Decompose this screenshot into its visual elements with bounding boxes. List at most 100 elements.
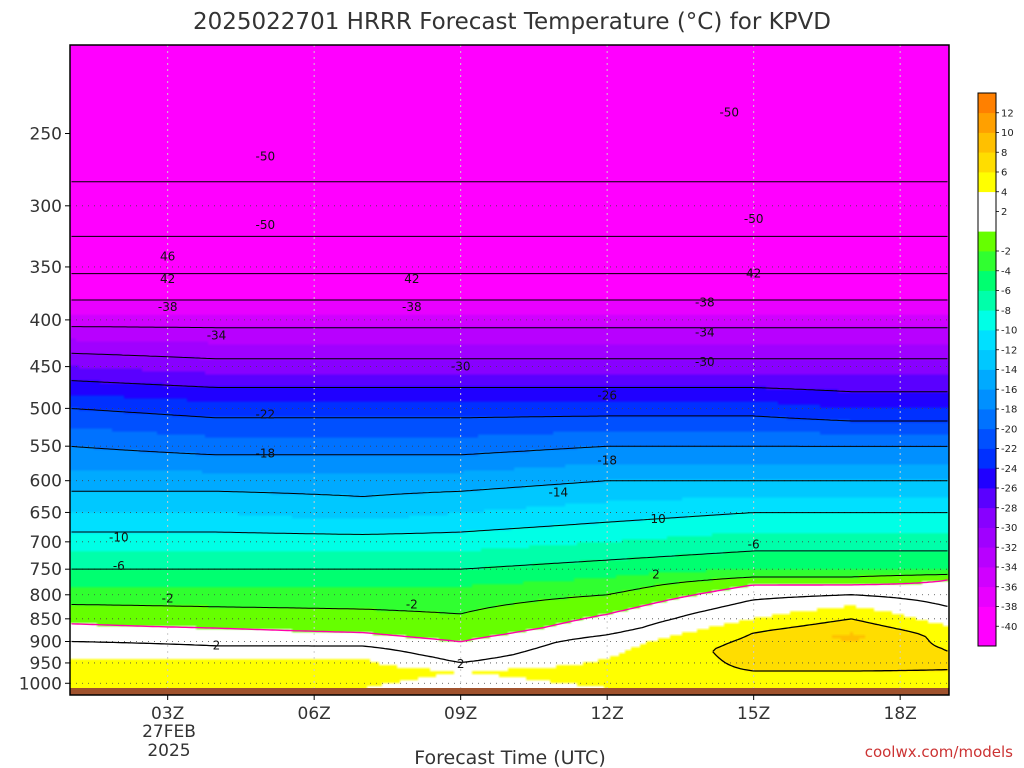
contour-label: -38 xyxy=(402,300,422,314)
y-tick-label: 500 xyxy=(30,399,62,419)
contour-label: -50 xyxy=(256,218,276,232)
contour-label: -50 xyxy=(719,105,739,119)
x-tick-label: 09Z xyxy=(444,704,477,724)
y-tick-label: 950 xyxy=(30,654,62,674)
temperature-fill-field xyxy=(70,45,949,695)
contour-layer xyxy=(71,181,948,672)
colorbar-label: -12 xyxy=(1001,345,1017,356)
colorbar-swatch xyxy=(978,172,996,193)
contour-label-text: -2 xyxy=(406,598,418,612)
contour-label-text: -26 xyxy=(597,388,617,402)
contour-line-minus2 xyxy=(71,573,948,615)
colorbar-label: -14 xyxy=(1001,365,1017,376)
plot-frame xyxy=(69,44,950,696)
colorbar-label: -16 xyxy=(1001,385,1017,396)
contour-label-text: -22 xyxy=(256,408,276,422)
y-tick-label: 400 xyxy=(30,311,62,331)
contour-label-text: -38 xyxy=(695,296,715,310)
contour-label: 42 xyxy=(746,267,761,281)
y-tick-label: 1000 xyxy=(19,674,62,694)
zero-isotherm-line xyxy=(71,579,948,643)
colorbar-swatch xyxy=(978,626,996,647)
colorbar-label: -18 xyxy=(1001,405,1017,416)
contour-label: -14 xyxy=(549,485,569,499)
contour-label-text: -50 xyxy=(719,105,739,119)
colorbar-swatch xyxy=(978,270,996,291)
x-axis-title: Forecast Time (UTC) xyxy=(414,747,605,768)
chart-title: 2025022701 HRRR Forecast Temperature (°C… xyxy=(193,9,831,35)
contour-label-text: 2 xyxy=(213,638,221,652)
contour-label: -26 xyxy=(597,388,617,402)
contour-label: -38 xyxy=(158,300,178,314)
colorbar-swatch xyxy=(978,191,996,212)
colorbar-swatch xyxy=(978,428,996,449)
y-tick-label: 650 xyxy=(30,503,62,523)
credit-link[interactable]: coolwx.com/models xyxy=(865,743,1013,761)
contour-label: -50 xyxy=(256,150,276,164)
colorbar-label: -6 xyxy=(1001,286,1011,297)
contour-line-minus18 xyxy=(71,445,948,456)
colorbar-label: -34 xyxy=(1001,563,1017,574)
contour-label-text: 2 xyxy=(652,567,660,581)
colorbar-swatch xyxy=(978,547,996,568)
forecast-time-axis: 03Z 06Z 09Z 12Z 15Z 18Z xyxy=(151,695,917,724)
contour-label-text: -10 xyxy=(109,530,129,544)
contour-label: -18 xyxy=(597,453,617,467)
contour-line-minus30 xyxy=(71,352,948,360)
colorbar-swatch xyxy=(978,251,996,272)
colorbar-label: 2 xyxy=(1001,207,1007,218)
colorbar-label: 8 xyxy=(1001,148,1007,159)
contour-label-text: -18 xyxy=(256,446,276,460)
contour-line-minus6 xyxy=(71,550,948,570)
colorbar-swatch xyxy=(978,310,996,331)
contour-label-text: -38 xyxy=(402,300,422,314)
contour-label-text: -10 xyxy=(646,512,666,526)
contour-line-minus22 xyxy=(71,408,948,422)
colorbar-label: -8 xyxy=(1001,306,1011,317)
colorbar-swatch xyxy=(978,488,996,509)
x-tick-label: 15Z xyxy=(737,704,770,724)
contour-label-text: 42 xyxy=(160,272,175,286)
contour-label: -34 xyxy=(695,326,715,340)
colorbar-swatch xyxy=(978,132,996,153)
contour-label: 42 xyxy=(404,272,419,286)
contour-label-text: 42 xyxy=(746,267,761,281)
colorbar-label: -22 xyxy=(1001,444,1017,455)
colorbar-label: 12 xyxy=(1001,108,1014,119)
colorbar-label: -10 xyxy=(1001,326,1017,337)
contour-label-text: -6 xyxy=(113,559,125,573)
y-tick-label: 450 xyxy=(30,358,62,378)
colorbar-label: -32 xyxy=(1001,543,1017,554)
contour-label-text: -6 xyxy=(748,538,760,552)
x-tick-label: 03Z xyxy=(151,704,184,724)
contour-label: -34 xyxy=(207,328,227,342)
contour-label-text: -18 xyxy=(597,453,617,467)
colorbar-label: -2 xyxy=(1001,247,1011,258)
colorbar-label: 4 xyxy=(1001,187,1007,198)
contour-label: -30 xyxy=(451,360,471,374)
colorbar-label: -4 xyxy=(1001,266,1011,277)
colorbar-label: -28 xyxy=(1001,503,1017,514)
contour-label: -30 xyxy=(695,355,715,369)
contour-label-text: -50 xyxy=(744,212,764,226)
colorbar: 12 10 8 6 4 2 -2 -4 -6 -8 -10 -12 -14 -16 -18 -20 -22 -24… xyxy=(977,92,1017,647)
colorbar-label: -40 xyxy=(1001,622,1017,633)
contour-label-text: -30 xyxy=(451,360,471,374)
contour-line-6 xyxy=(712,618,948,672)
contour-label-text: -2 xyxy=(162,592,174,606)
colorbar-label: -24 xyxy=(1001,464,1017,475)
y-tick-label: 850 xyxy=(30,610,62,630)
colorbar-swatch xyxy=(978,369,996,390)
contour-label: 2 xyxy=(652,567,660,581)
y-tick-label: 600 xyxy=(30,472,62,492)
contour-line-2 xyxy=(71,594,948,664)
contour-label-text: 46 xyxy=(160,250,175,264)
colorbar-swatch xyxy=(978,211,996,232)
contour-label-text: -38 xyxy=(158,300,178,314)
x-tick-label: 06Z xyxy=(298,704,331,724)
y-tick-label: 250 xyxy=(30,124,62,144)
colorbar-swatch xyxy=(978,567,996,588)
contour-label: -6 xyxy=(748,538,760,552)
contour-label: 46 xyxy=(160,250,175,264)
date-label-day: 27FEB xyxy=(142,722,196,742)
